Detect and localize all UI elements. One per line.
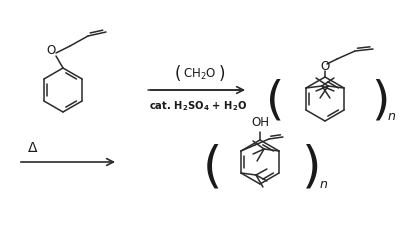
Text: O: O [320, 60, 330, 74]
Text: OH: OH [251, 116, 269, 129]
Text: Δ: Δ [28, 141, 38, 155]
Text: (: ( [266, 78, 284, 123]
Text: (: ( [175, 65, 181, 83]
Text: n: n [320, 177, 328, 190]
Text: ): ) [371, 78, 389, 123]
Text: $\mathregular{CH_2O}$: $\mathregular{CH_2O}$ [184, 67, 217, 82]
Text: cat. $\mathregular{H_2SO_4}$ + $\mathregular{H_2O}$: cat. $\mathregular{H_2SO_4}$ + $\mathreg… [149, 99, 247, 113]
Text: ): ) [219, 65, 225, 83]
Text: (: ( [202, 143, 222, 191]
Text: ): ) [302, 143, 322, 191]
Text: n: n [387, 111, 395, 123]
Text: O: O [46, 45, 56, 58]
